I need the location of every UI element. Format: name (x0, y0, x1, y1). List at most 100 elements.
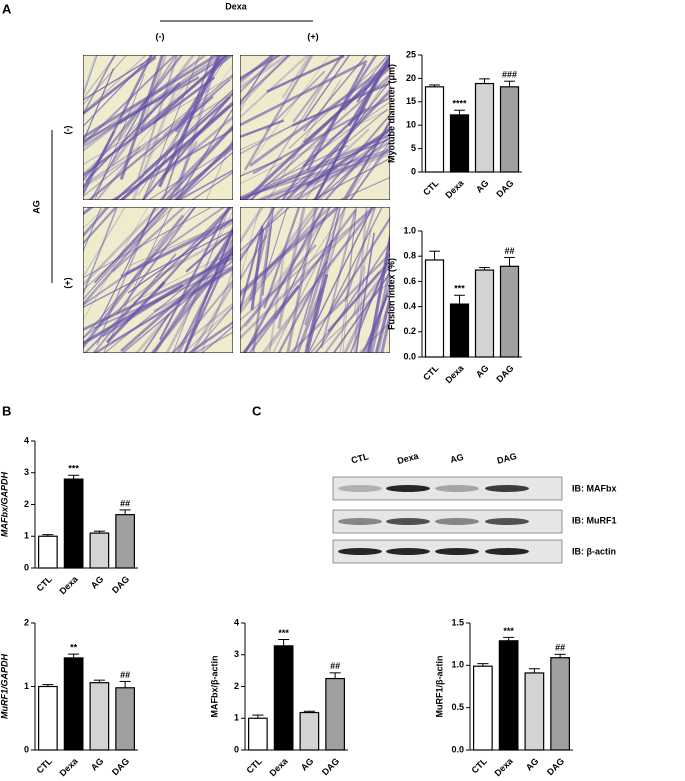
myotube (240, 108, 390, 185)
myotube (266, 152, 390, 200)
myotube (173, 55, 220, 200)
myotube (201, 325, 233, 353)
myotube (192, 305, 233, 353)
myotube (240, 55, 280, 94)
myotube (147, 146, 233, 200)
myotube (83, 214, 185, 350)
band (435, 485, 479, 492)
band-label: IB: MAFbx (572, 483, 617, 493)
myotube (353, 207, 368, 353)
myotube (249, 74, 390, 200)
bar (424, 259, 445, 358)
myotube (293, 207, 339, 353)
myotube (249, 62, 390, 167)
myotube (332, 271, 390, 353)
x-tick-label: Dexa (57, 755, 80, 778)
myotube (153, 267, 233, 313)
myotube (310, 207, 374, 334)
myotube (267, 79, 342, 200)
myotube (169, 302, 233, 353)
myotube (292, 55, 345, 123)
y-tick-label: 4 (234, 617, 239, 627)
myotube (268, 249, 286, 353)
bar (499, 265, 520, 358)
panel-label: C (252, 403, 262, 418)
myotube (165, 224, 233, 353)
significance-label: ## (555, 643, 565, 653)
x-tick-label: AG (89, 756, 106, 773)
myotube (162, 79, 231, 137)
myotube (348, 144, 390, 200)
myotube (313, 76, 380, 200)
x-tick-label: CTL (35, 756, 55, 776)
myotube (286, 207, 318, 353)
myotube (146, 75, 233, 158)
band (338, 548, 382, 555)
myotube (83, 55, 177, 146)
y-tick-label: 1.5 (451, 617, 464, 627)
bar (63, 657, 84, 751)
myotube (83, 55, 208, 153)
myotube (192, 331, 233, 353)
y-tick-label: 4 (24, 435, 29, 445)
myotube (130, 67, 199, 155)
bar (115, 514, 135, 569)
myotube (142, 312, 171, 353)
myotube (147, 207, 193, 256)
myotube (265, 70, 326, 131)
myotube (161, 115, 233, 178)
y-tick-label: 1 (24, 681, 29, 691)
y-tick-label: 0.4 (403, 301, 416, 311)
myotube (190, 171, 233, 200)
x-tick-label: Dexa (267, 755, 290, 778)
myotube (99, 207, 157, 322)
myotube (140, 55, 168, 132)
myotube (367, 230, 390, 353)
myotube (83, 55, 147, 114)
myotube (83, 207, 226, 307)
myotube (349, 251, 390, 353)
myotube (374, 292, 390, 353)
y-tick-label: 2 (24, 617, 29, 627)
significance-label: ** (70, 642, 78, 652)
myotube (343, 55, 389, 112)
y-tick-label: 0 (24, 744, 29, 754)
band (386, 485, 430, 492)
myotube (83, 55, 159, 101)
row-label: (-) (62, 126, 72, 135)
band-label: IB: MuRF1 (572, 515, 617, 525)
bar (38, 685, 58, 751)
myotube (143, 88, 233, 174)
x-tick-label: CTL (421, 363, 441, 383)
y-tick-label: 1.0 (403, 225, 416, 235)
significance-label: **** (452, 99, 467, 109)
y-tick-label: 5 (411, 143, 416, 153)
myotube (284, 88, 390, 200)
y-tick-label: 10 (406, 120, 416, 130)
significance-label: ## (330, 661, 340, 671)
myotube (127, 218, 233, 294)
myotube (83, 207, 197, 340)
y-tick-label: 15 (406, 96, 416, 106)
significance-label: *** (503, 626, 514, 636)
myotube (320, 208, 357, 349)
bar (38, 535, 58, 569)
x-tick-label: DAG (110, 574, 131, 595)
x-tick-label: Dexa (492, 755, 515, 778)
myotube (83, 207, 107, 229)
myotube (119, 55, 165, 181)
bar (449, 114, 470, 173)
myotube (244, 216, 327, 328)
significance-label: ## (504, 246, 514, 256)
myotube (279, 207, 347, 310)
micrograph (83, 55, 233, 200)
myotube (295, 288, 324, 353)
myotube (150, 250, 233, 353)
myotube (102, 252, 233, 338)
myotube (83, 207, 175, 291)
myotube (288, 252, 390, 353)
y-tick-label: 0.5 (451, 702, 464, 712)
x-tick-label: CTL (35, 574, 55, 594)
myotube (240, 55, 283, 80)
myotube (362, 293, 389, 353)
